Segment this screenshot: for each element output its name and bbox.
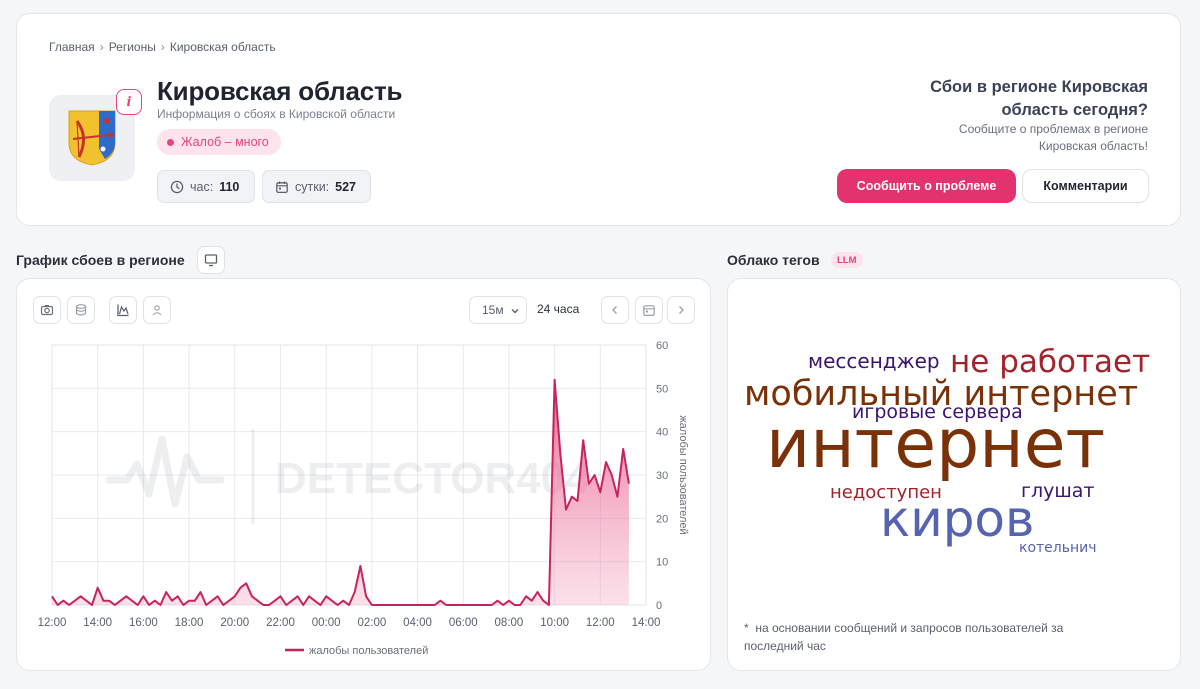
x-tick-label: 04:00 bbox=[403, 617, 432, 629]
user-filter-button[interactable] bbox=[143, 296, 171, 324]
y-tick-label: 20 bbox=[656, 513, 668, 525]
breadcrumb: Главная › Регионы › Кировская область bbox=[49, 40, 276, 54]
x-tick-label: 14:00 bbox=[83, 617, 112, 629]
tag-word[interactable]: глушат bbox=[1021, 480, 1095, 502]
report-problem-button[interactable]: Сообщить о проблеме bbox=[837, 169, 1016, 203]
cloud-footnote: * на основании сообщений и запросов поль… bbox=[744, 619, 1114, 655]
tag-word[interactable]: мессенджер bbox=[808, 349, 940, 373]
watermark-pulse-icon bbox=[105, 435, 225, 508]
status-dot-icon bbox=[167, 138, 174, 146]
info-button[interactable]: i bbox=[116, 89, 142, 115]
page-subtitle: Информация о сбоях в Кировской области bbox=[157, 107, 396, 121]
x-tick-label: 12:00 bbox=[38, 617, 67, 629]
user-icon bbox=[152, 305, 162, 316]
cta-text: Сообщите о проблемах в регионе Кировская… bbox=[958, 122, 1148, 153]
breadcrumb-current: Кировская область bbox=[169, 40, 276, 54]
chevron-left-icon bbox=[612, 306, 617, 314]
tag-word[interactable]: котельнич bbox=[1019, 540, 1097, 556]
chart-type-button[interactable] bbox=[109, 296, 137, 324]
database-icon bbox=[75, 304, 87, 316]
tag-word[interactable]: недоступен bbox=[830, 482, 942, 503]
status-badge: Жалоб – много bbox=[157, 129, 281, 155]
tag-word[interactable]: интернет bbox=[766, 405, 1106, 484]
y-axis-title: жалобы пользователей bbox=[677, 415, 689, 534]
footnote-asterisk: * bbox=[744, 621, 756, 635]
tag-cloud-card: мессенджер не работает мобильный интерне… bbox=[727, 278, 1181, 671]
footnote-text: на основании сообщений и запросов пользо… bbox=[744, 621, 1064, 653]
calendar-icon bbox=[643, 305, 655, 317]
tag-word[interactable]: не работает bbox=[950, 344, 1151, 380]
prev-range-button[interactable] bbox=[601, 296, 629, 324]
interval-value: 15м bbox=[482, 303, 504, 317]
series-line bbox=[51, 378, 630, 606]
cloud-section-title: Облако тегов bbox=[727, 252, 820, 268]
range-label: 24 часа bbox=[537, 302, 580, 316]
legend: жалобы пользователей bbox=[285, 645, 428, 657]
stat-hour-label: час: bbox=[190, 179, 214, 194]
camera-icon bbox=[40, 305, 54, 316]
outage-chart: DETECTOR404 0 10 20 30 40 50 60 12:00 14:00 16:0… bbox=[38, 340, 689, 657]
breadcrumb-regions[interactable]: Регионы bbox=[108, 40, 156, 54]
x-tick-label: 10:00 bbox=[540, 617, 569, 629]
y-axis-labels: 0 10 20 30 40 50 60 bbox=[656, 340, 668, 612]
comments-button[interactable]: Комментарии bbox=[1022, 169, 1149, 203]
y-tick-label: 30 bbox=[656, 470, 668, 482]
llm-badge: LLM bbox=[831, 252, 863, 268]
x-tick-label: 14:00 bbox=[632, 617, 661, 629]
x-tick-label: 22:00 bbox=[266, 617, 295, 629]
x-tick-label: 00:00 bbox=[312, 617, 341, 629]
chart-grid bbox=[51, 344, 647, 606]
cta-question: Сбои в регионе Кировская область сегодня… bbox=[930, 78, 1148, 119]
chevron-down-icon bbox=[510, 306, 520, 316]
x-tick-label: 16:00 bbox=[129, 617, 158, 629]
x-tick-label: 20:00 bbox=[220, 617, 249, 629]
x-tick-label: 18:00 bbox=[175, 617, 204, 629]
next-range-button[interactable] bbox=[667, 296, 695, 324]
x-tick-label: 06:00 bbox=[449, 617, 478, 629]
x-axis-labels: 12:00 14:00 16:00 18:00 20:00 22:00 00:00 02:00… bbox=[38, 617, 661, 629]
stat-day-label: сутки: bbox=[295, 179, 330, 194]
breadcrumb-home[interactable]: Главная bbox=[49, 40, 95, 54]
y-tick-label: 60 bbox=[656, 340, 668, 352]
x-tick-label: 08:00 bbox=[495, 617, 524, 629]
coat-of-arms-icon bbox=[68, 110, 116, 166]
region-header-card: Главная › Регионы › Кировская область i … bbox=[16, 13, 1181, 226]
status-label: Жалоб – много bbox=[181, 135, 269, 149]
stat-hour-value: 110 bbox=[219, 179, 240, 194]
chevron-right-icon bbox=[679, 306, 684, 314]
watermark-text: DETECTOR404 bbox=[275, 454, 590, 503]
tag-word[interactable]: мобильный интернет bbox=[744, 374, 1139, 414]
stat-hour: час: 110 bbox=[157, 170, 255, 203]
chart-card: 15м 24 часа DETECTOR404 0 10 20 30 40 50 60 12… bbox=[16, 278, 711, 671]
data-button[interactable] bbox=[67, 296, 95, 324]
x-tick-label: 02:00 bbox=[357, 617, 386, 629]
series-area bbox=[52, 379, 629, 605]
y-tick-label: 50 bbox=[656, 383, 668, 395]
clock-icon bbox=[170, 180, 184, 193]
stat-day: сутки: 527 bbox=[262, 170, 371, 203]
y-tick-label: 0 bbox=[656, 600, 662, 612]
tag-word[interactable]: киров bbox=[880, 490, 1035, 548]
screenshot-button[interactable] bbox=[33, 296, 61, 324]
chart-section-title: График сбоев в регионе bbox=[16, 252, 185, 268]
interval-select[interactable]: 15м bbox=[469, 296, 527, 324]
chart-display-toggle[interactable] bbox=[197, 246, 225, 274]
legend-label: жалобы пользователей bbox=[309, 645, 428, 657]
stat-day-value: 527 bbox=[335, 179, 357, 194]
calendar-icon bbox=[276, 181, 288, 193]
area-chart-icon bbox=[117, 304, 129, 317]
watermark: DETECTOR404 bbox=[105, 429, 590, 524]
page-title: Кировская область bbox=[157, 76, 403, 106]
breadcrumb-separator-icon: › bbox=[99, 40, 104, 54]
y-tick-label: 10 bbox=[656, 557, 668, 569]
breadcrumb-separator-icon: › bbox=[160, 40, 165, 54]
tag-word[interactable]: игровые сервера bbox=[852, 401, 1023, 423]
x-tick-label: 12:00 bbox=[586, 617, 615, 629]
monitor-icon bbox=[204, 254, 218, 267]
y-tick-label: 40 bbox=[656, 427, 668, 439]
date-picker-button[interactable] bbox=[635, 296, 663, 324]
